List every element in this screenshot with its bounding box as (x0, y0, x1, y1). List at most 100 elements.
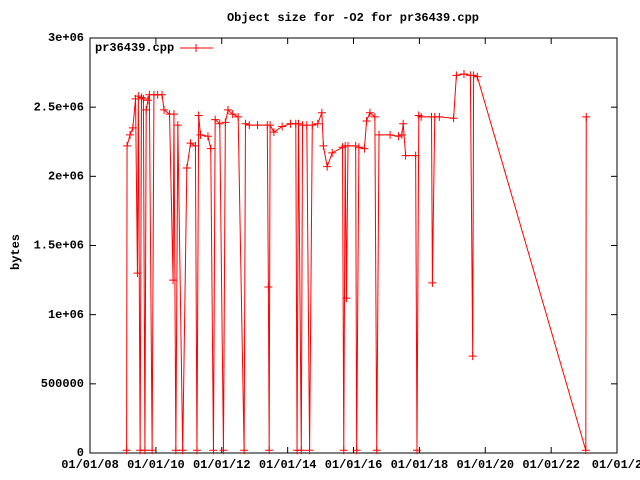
data-point (240, 446, 249, 455)
y-tick-label: 1.5e+06 (34, 239, 84, 253)
data-point (394, 132, 403, 141)
data-point (228, 110, 237, 119)
data-point (215, 119, 224, 128)
x-tick-label: 01/01/22 (522, 458, 580, 472)
data-point (352, 446, 361, 455)
data-point (386, 130, 395, 139)
data-point (209, 446, 218, 455)
data-point (452, 71, 461, 80)
data-point (297, 446, 306, 455)
data-point (313, 119, 322, 128)
data-point (245, 121, 254, 130)
data-point (211, 115, 220, 124)
data-point (328, 148, 337, 157)
data-point (582, 112, 591, 121)
data-point (223, 105, 232, 114)
x-tick-label: 01/01/20 (456, 458, 514, 472)
data-point (194, 111, 203, 120)
data-point (173, 121, 182, 130)
data-point (411, 151, 420, 160)
data-point (137, 93, 146, 102)
data-point (253, 121, 262, 130)
data-point (133, 269, 142, 278)
data-point (343, 141, 352, 150)
x-tick-label: 01/01/08 (61, 458, 119, 472)
data-point (317, 108, 326, 117)
data-point (469, 71, 478, 80)
data-point (196, 130, 205, 139)
data-point (219, 446, 228, 455)
data-point (581, 446, 590, 455)
data-point (351, 141, 360, 150)
data-point (123, 141, 132, 150)
series-line (126, 73, 587, 451)
data-point (182, 164, 191, 173)
data-point (278, 122, 287, 131)
data-point (221, 118, 230, 127)
data-point (143, 96, 152, 105)
data-point (399, 119, 408, 128)
data-point (234, 112, 243, 121)
data-point (365, 108, 374, 117)
data-point (372, 446, 381, 455)
chart-title: Object size for -O2 for pr36439.cpp (227, 11, 479, 25)
data-point (128, 123, 137, 132)
data-point (148, 446, 157, 455)
data-point (397, 130, 406, 139)
y-tick-label: 2.5e+06 (34, 100, 84, 114)
data-point (140, 446, 149, 455)
x-tick-label: 01/01/10 (127, 458, 185, 472)
data-point (264, 283, 273, 291)
data-point (178, 446, 187, 455)
data-point (122, 446, 131, 455)
y-tick-label: 2e+06 (48, 170, 84, 184)
x-tick-label: 01/01/12 (193, 458, 251, 472)
data-point (370, 112, 379, 121)
data-point (266, 121, 275, 130)
data-point (294, 119, 303, 128)
x-tick-label: 01/01/14 (259, 458, 317, 472)
data-point (375, 130, 384, 139)
data-point (435, 112, 444, 121)
data-point (449, 114, 458, 123)
data-point (428, 278, 437, 287)
y-tick-label: 3e+06 (48, 31, 84, 45)
data-point (241, 119, 250, 128)
data-point (459, 69, 468, 78)
y-tick-label: 500000 (41, 377, 84, 391)
y-axis-label: bytes (9, 234, 23, 270)
data-point (142, 105, 151, 114)
data-point (468, 352, 477, 361)
data-point (342, 294, 351, 303)
data-point (126, 130, 135, 139)
x-tick-label: 01/01/16 (325, 458, 383, 472)
data-point (319, 141, 328, 150)
data-point (269, 128, 278, 137)
data-point (362, 117, 371, 125)
data-point (417, 112, 426, 121)
data-point (158, 90, 167, 99)
data-point (339, 446, 348, 455)
data-point (265, 446, 274, 455)
plot-frame (89, 37, 618, 454)
data-point (169, 276, 178, 285)
data-point (308, 121, 317, 130)
legend-label: pr36439.cpp (95, 41, 174, 55)
y-tick-label: 0 (77, 446, 84, 460)
x-tick-label: 01/01/18 (391, 458, 449, 472)
data-point (473, 72, 482, 81)
y-tick-label: 1e+06 (48, 308, 84, 322)
data-point (323, 162, 332, 171)
data-point (191, 141, 200, 150)
data-point (305, 446, 314, 455)
data-point (192, 446, 201, 455)
data-point (160, 105, 169, 114)
data-point (203, 132, 212, 141)
data-point (354, 143, 363, 152)
data-point (412, 446, 421, 455)
legend-marker (192, 44, 200, 52)
data-point (171, 446, 180, 455)
data-point (401, 151, 410, 160)
data-point (206, 144, 215, 153)
